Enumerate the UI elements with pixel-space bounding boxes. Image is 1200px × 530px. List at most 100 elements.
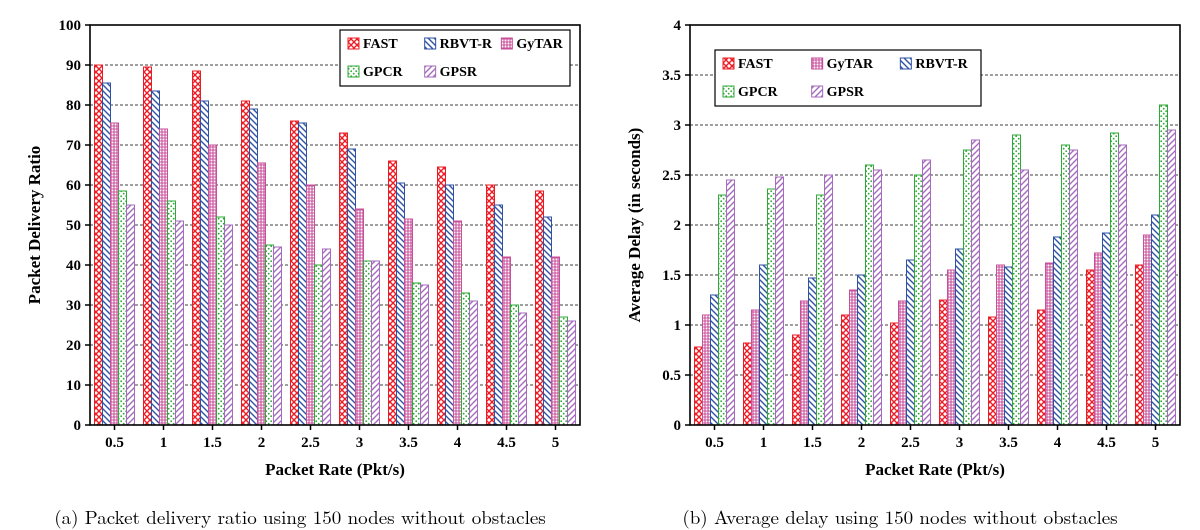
svg-text:1: 1 <box>760 435 768 451</box>
bar <box>964 150 972 425</box>
svg-text:4: 4 <box>674 18 682 34</box>
svg-text:RBVT-R: RBVT-R <box>440 37 493 52</box>
bar <box>454 221 462 425</box>
svg-text:90: 90 <box>66 58 81 74</box>
svg-text:4.5: 4.5 <box>1097 435 1116 451</box>
bar <box>536 191 544 425</box>
bar <box>1103 233 1111 425</box>
chart-b-svg: 00.511.522.533.540.511.522.533.544.55Pac… <box>600 0 1200 490</box>
bar <box>956 249 964 425</box>
bar <box>519 313 527 425</box>
bar <box>1160 105 1168 425</box>
bar <box>1095 253 1103 425</box>
svg-text:GPSR: GPSR <box>440 65 478 80</box>
bar <box>242 101 250 425</box>
bar <box>544 217 552 425</box>
bar <box>95 65 103 425</box>
bar <box>348 149 356 425</box>
svg-text:2.5: 2.5 <box>901 435 920 451</box>
svg-text:3: 3 <box>356 435 364 451</box>
bar <box>842 315 850 425</box>
bar <box>103 83 111 425</box>
svg-text:5: 5 <box>552 435 560 451</box>
bar <box>1111 133 1119 425</box>
bar <box>217 217 225 425</box>
bar <box>850 290 858 425</box>
svg-text:100: 100 <box>59 18 82 34</box>
bar <box>1136 265 1144 425</box>
caption-a: (a) Packet delivery ratio using 150 node… <box>0 503 600 530</box>
svg-text:GyTAR: GyTAR <box>827 57 874 72</box>
bar <box>552 257 560 425</box>
bar <box>923 160 931 425</box>
bar <box>405 219 413 425</box>
bar <box>793 335 801 425</box>
bar <box>809 278 817 425</box>
bar <box>511 305 519 425</box>
svg-text:2.5: 2.5 <box>301 435 320 451</box>
bar <box>438 167 446 425</box>
svg-text:40: 40 <box>66 258 81 274</box>
svg-text:GPCR: GPCR <box>363 65 404 80</box>
bar <box>225 225 233 425</box>
bar <box>1021 170 1029 425</box>
svg-text:2.5: 2.5 <box>662 168 681 184</box>
bar <box>858 275 866 425</box>
bar <box>127 205 135 425</box>
bar <box>997 265 1005 425</box>
bar <box>258 163 266 425</box>
bar <box>1038 310 1046 425</box>
bar <box>752 310 760 425</box>
bar <box>315 265 323 425</box>
svg-text:0.5: 0.5 <box>105 435 124 451</box>
bar <box>176 221 184 425</box>
bar <box>711 295 719 425</box>
bar <box>413 283 421 425</box>
bar <box>274 247 282 425</box>
svg-text:2: 2 <box>258 435 266 451</box>
bar <box>503 257 511 425</box>
svg-text:1.5: 1.5 <box>662 268 681 284</box>
svg-text:3.5: 3.5 <box>399 435 418 451</box>
svg-text:Packet Rate (Pkt/s): Packet Rate (Pkt/s) <box>265 460 405 479</box>
bar <box>364 261 372 425</box>
panel-b: 00.511.522.533.540.511.522.533.544.55Pac… <box>600 0 1200 530</box>
bar <box>372 261 380 425</box>
bar <box>323 249 331 425</box>
svg-text:1: 1 <box>160 435 168 451</box>
bar <box>119 191 127 425</box>
bar <box>768 189 776 425</box>
svg-text:1.5: 1.5 <box>803 435 822 451</box>
bar <box>568 321 576 425</box>
bar <box>891 323 899 425</box>
bar <box>1062 145 1070 425</box>
bar <box>168 201 176 425</box>
svg-text:50: 50 <box>66 218 81 234</box>
bar <box>874 170 882 425</box>
bar <box>1013 135 1021 425</box>
bar <box>421 285 429 425</box>
bar <box>201 101 209 425</box>
bar <box>695 347 703 425</box>
bar <box>209 145 217 425</box>
svg-text:70: 70 <box>66 138 81 154</box>
svg-text:GPCR: GPCR <box>738 85 779 100</box>
svg-text:20: 20 <box>66 338 81 354</box>
svg-text:3.5: 3.5 <box>999 435 1018 451</box>
bar <box>1119 145 1127 425</box>
bar <box>470 301 478 425</box>
bar <box>866 165 874 425</box>
bar <box>307 185 315 425</box>
bar <box>825 175 833 425</box>
svg-text:1: 1 <box>674 318 682 334</box>
svg-text:0.5: 0.5 <box>662 368 681 384</box>
bar <box>266 245 274 425</box>
bar <box>907 260 915 425</box>
bar <box>948 270 956 425</box>
bar <box>727 180 735 425</box>
svg-text:FAST: FAST <box>738 57 773 72</box>
bar <box>915 175 923 425</box>
bar <box>1144 235 1152 425</box>
bar <box>1152 215 1160 425</box>
bar <box>1046 263 1054 425</box>
